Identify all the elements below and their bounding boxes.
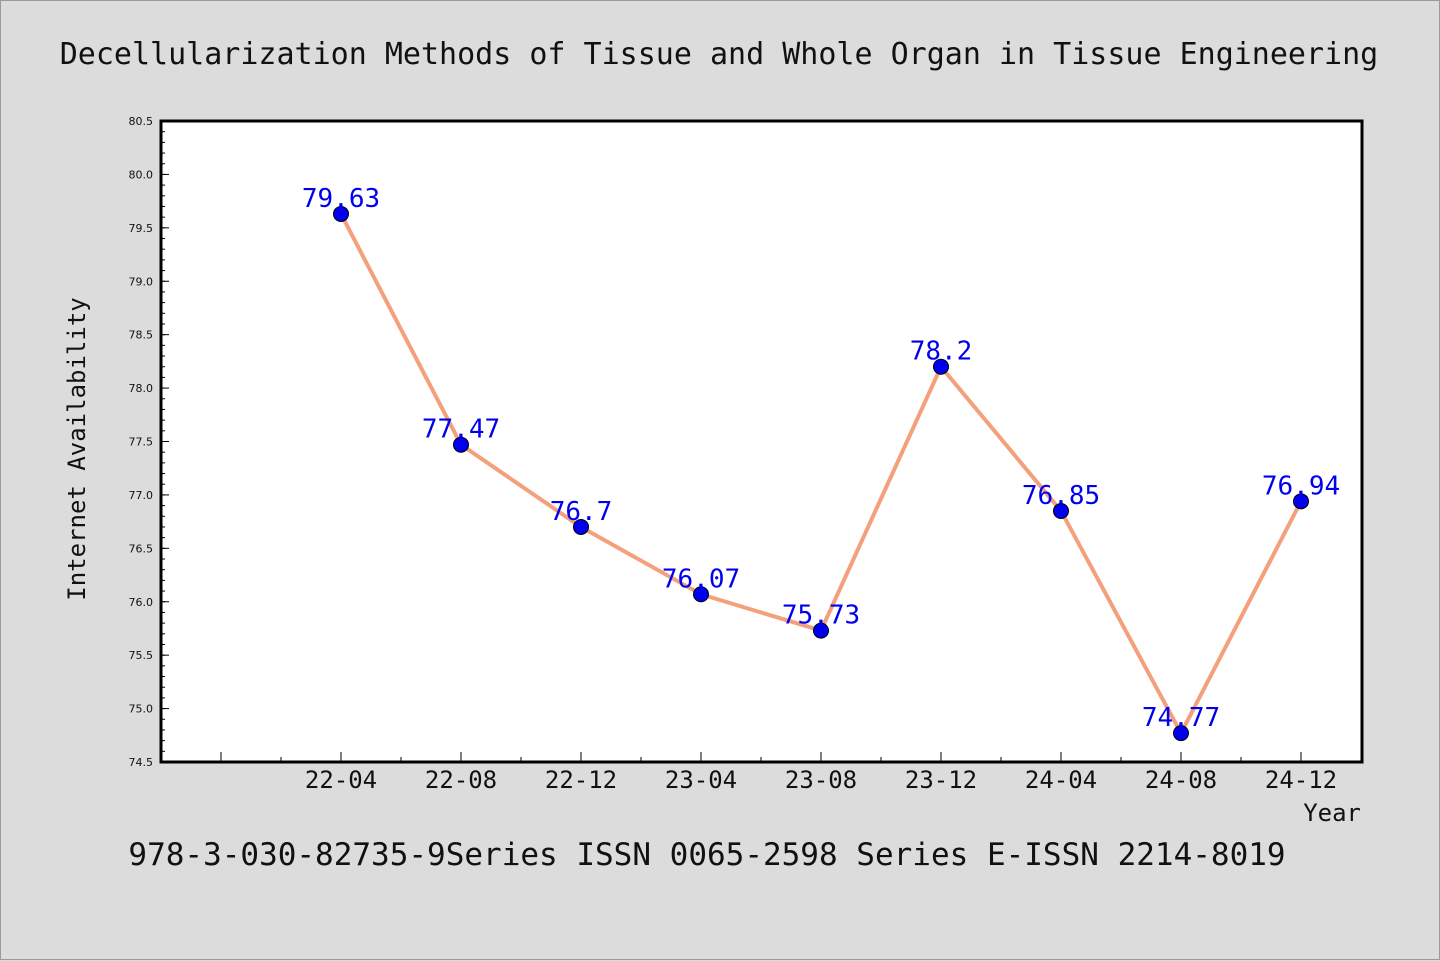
data-label: 76.7 xyxy=(550,497,613,527)
y-tick-label: 74.5 xyxy=(129,756,154,769)
y-axis-label: Internet Availability xyxy=(63,297,91,600)
data-label: 76.07 xyxy=(662,564,740,594)
data-point xyxy=(1053,502,1069,519)
y-tick-label: 75.0 xyxy=(129,703,154,716)
x-axis-ticks: 22-04 22-08 22-12 23-04 23-08 23-12 24-04 24-08… xyxy=(220,752,1337,794)
data-point xyxy=(1173,725,1189,742)
data-label: 77.47 xyxy=(422,415,500,445)
x-tick-label: 22-12 xyxy=(545,766,617,794)
data-label: 76.85 xyxy=(1022,481,1100,511)
data-label: 76.94 xyxy=(1262,471,1340,501)
y-tick-label: 78.5 xyxy=(129,329,154,342)
x-tick-label: 22-04 xyxy=(305,766,377,794)
data-label: 74.77 xyxy=(1142,703,1220,733)
data-label: 75.73 xyxy=(782,601,860,631)
data-label: 79.63 xyxy=(302,184,380,214)
y-axis-ticks: 74.5 75.0 75.5 76.0 76.5 77.0 77.5 78.0 78.5 79.0… xyxy=(129,115,169,769)
data-point xyxy=(813,622,829,639)
data-markers xyxy=(333,205,1309,742)
x-tick-label: 23-04 xyxy=(665,766,737,794)
x-tick-label: 22-08 xyxy=(425,766,497,794)
data-point xyxy=(333,205,349,222)
data-point xyxy=(1293,493,1309,510)
data-labels: 79.63 77.47 76.7 76.07 75.73 78.2 76.85 74.77 76… xyxy=(302,184,1340,733)
y-tick-label: 76.5 xyxy=(129,542,154,555)
y-tick-label: 80.0 xyxy=(129,168,154,181)
y-tick-label: 78.0 xyxy=(129,382,154,395)
y-tick-label: 75.5 xyxy=(129,649,154,662)
chart-title: Decellularization Methods of Tissue and … xyxy=(60,37,1379,72)
chart-footer: 978-3-030-82735-9Series ISSN 0065-2598 S… xyxy=(128,837,1285,873)
y-tick-label: 80.5 xyxy=(129,115,154,128)
y-tick-label: 79.5 xyxy=(129,222,154,235)
y-tick-label: 77.5 xyxy=(129,436,154,449)
x-tick-label: 23-08 xyxy=(785,766,857,794)
x-tick-label: 23-12 xyxy=(905,766,977,794)
plot-area xyxy=(159,119,1364,764)
y-tick-label: 76.0 xyxy=(129,596,154,609)
data-point xyxy=(933,358,949,375)
x-axis-label: Year xyxy=(1303,799,1361,827)
x-tick-label: 24-08 xyxy=(1145,766,1217,794)
x-tick-label: 24-12 xyxy=(1265,766,1337,794)
y-tick-label: 77.0 xyxy=(129,489,154,502)
data-label: 78.2 xyxy=(910,337,973,367)
data-point xyxy=(693,586,709,603)
data-point xyxy=(573,518,589,535)
y-tick-label: 79.0 xyxy=(129,275,154,288)
data-point xyxy=(453,436,469,453)
x-tick-label: 24-04 xyxy=(1025,766,1097,794)
